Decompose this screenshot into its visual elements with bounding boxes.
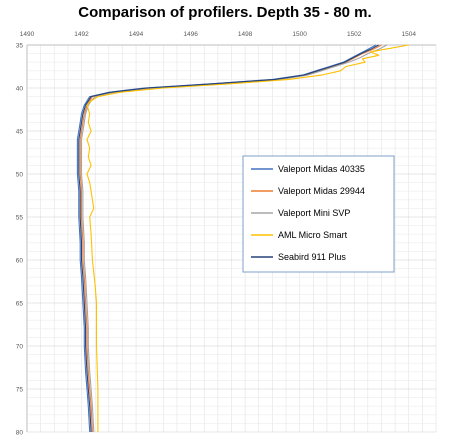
y-tick-label: 60	[16, 258, 24, 265]
series-line	[86, 44, 409, 432]
series-layer	[76, 44, 409, 433]
y-tick-label: 75	[16, 387, 24, 394]
x-tick-label: 1496	[183, 31, 198, 38]
y-tick-label: 70	[16, 344, 24, 351]
tick-layer: 1490 1492 1494 1496 1498 1500 1502 1504 35 40 45 50…	[16, 31, 417, 437]
legend: Valeport Midas 40335 Valeport Midas 29944…	[242, 155, 395, 273]
legend-entry: Seabird 911 Plus	[278, 252, 346, 262]
legend-box	[242, 155, 395, 273]
x-tick-label: 1490	[20, 31, 35, 38]
legend-entry: Valeport Mini SVP	[278, 208, 350, 218]
legend-entry: AML Micro Smart	[278, 230, 348, 240]
y-tick-label: 80	[16, 430, 24, 437]
x-tick-label: 1500	[292, 31, 307, 38]
y-tick-label: 40	[16, 86, 24, 93]
y-tick-label: 55	[16, 215, 24, 222]
x-tick-label: 1492	[74, 31, 89, 38]
y-tick-label: 35	[16, 43, 24, 50]
y-tick-label: 65	[16, 301, 24, 308]
y-tick-label: 50	[16, 172, 24, 179]
x-tick-label: 1498	[238, 31, 253, 38]
chart-title: Comparison of profilers. Depth 35 - 80 m…	[78, 4, 372, 21]
series-line	[80, 44, 388, 433]
legend-entry: Valeport Midas 40335	[278, 164, 365, 174]
x-tick-label: 1502	[347, 31, 362, 38]
legend-entry: Valeport Midas 29944	[278, 186, 365, 196]
x-tick-label: 1494	[129, 31, 144, 38]
series-line	[78, 44, 379, 433]
x-tick-label: 1504	[401, 31, 416, 38]
y-tick-label: 45	[16, 129, 24, 136]
